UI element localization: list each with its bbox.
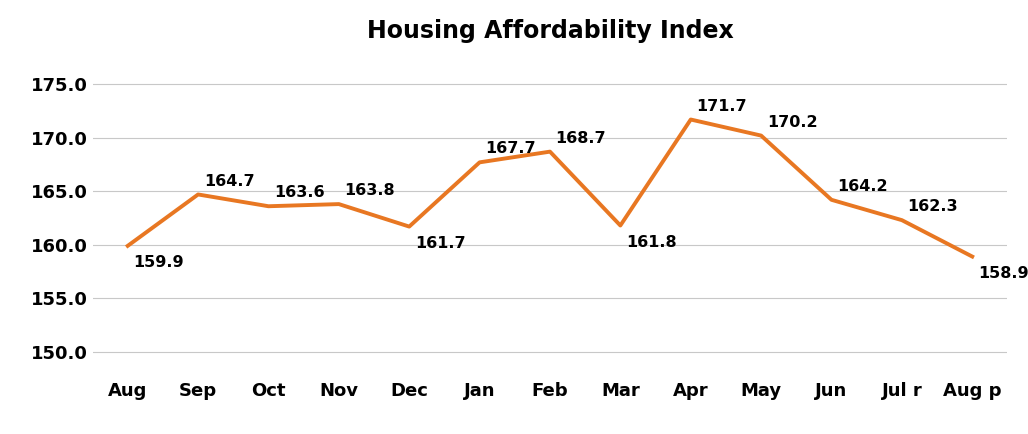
- Text: 171.7: 171.7: [696, 99, 747, 114]
- Text: 159.9: 159.9: [134, 255, 184, 270]
- Text: 163.8: 163.8: [344, 183, 395, 198]
- Text: 161.7: 161.7: [415, 236, 466, 251]
- Text: 162.3: 162.3: [908, 199, 958, 214]
- Text: 164.2: 164.2: [837, 179, 888, 194]
- Text: 170.2: 170.2: [767, 115, 817, 130]
- Text: 167.7: 167.7: [485, 141, 536, 157]
- Text: 161.8: 161.8: [626, 235, 676, 250]
- Title: Housing Affordability Index: Housing Affordability Index: [367, 19, 733, 43]
- Text: 168.7: 168.7: [555, 131, 607, 146]
- Text: 163.6: 163.6: [274, 185, 325, 201]
- Text: 164.7: 164.7: [204, 174, 254, 189]
- Text: 158.9: 158.9: [978, 266, 1028, 281]
